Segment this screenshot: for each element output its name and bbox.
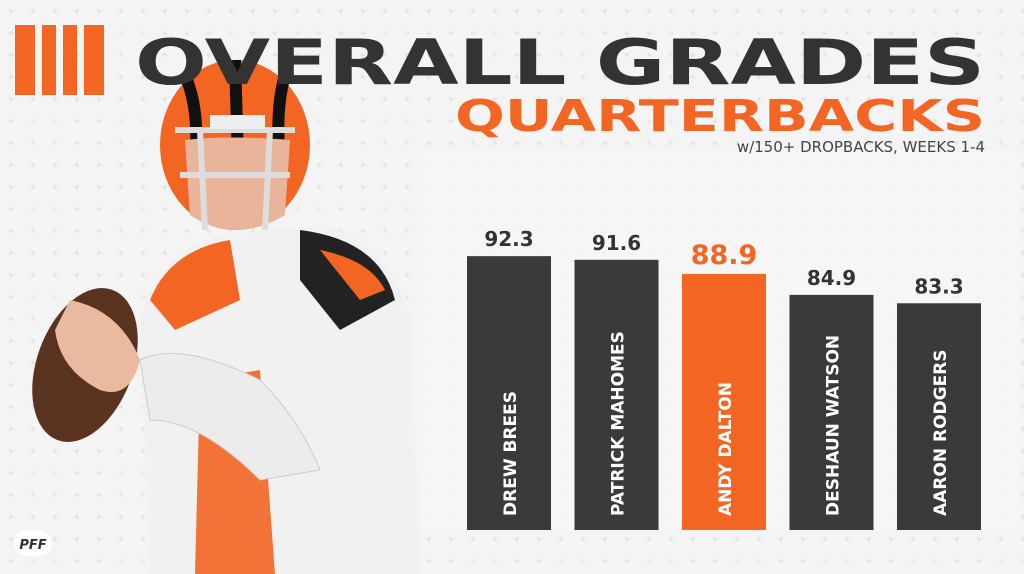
value-label: 84.9 — [807, 266, 856, 290]
bar — [574, 259, 659, 530]
value-label: 91.6 — [592, 231, 641, 255]
chart-note: w/150+ DROPBACKS, WEEKS 1-4 — [737, 138, 985, 156]
chart-subtitle: QUARTERBACKS — [455, 91, 985, 142]
stripes-logo — [15, 25, 104, 95]
logo-text: PFF — [19, 538, 46, 553]
category-label: AARON RODGERS — [931, 349, 951, 516]
bar — [467, 256, 551, 530]
value-label: 83.3 — [914, 274, 963, 298]
bar — [897, 303, 981, 530]
value-label: 88.9 — [691, 240, 758, 271]
chart-title: OVERALL GRADES — [135, 26, 985, 99]
category-label: PATRICK MAHOMES — [609, 331, 629, 516]
category-label: ANDY DALTON — [716, 382, 736, 516]
value-label: 92.3 — [484, 227, 533, 251]
pff-logo: PFF — [14, 530, 52, 556]
bar — [682, 273, 766, 530]
bar — [789, 294, 874, 530]
category-label: DREW BREES — [501, 391, 521, 516]
category-label: DESHAUN WATSON — [824, 335, 844, 516]
player-illustration — [32, 59, 420, 574]
